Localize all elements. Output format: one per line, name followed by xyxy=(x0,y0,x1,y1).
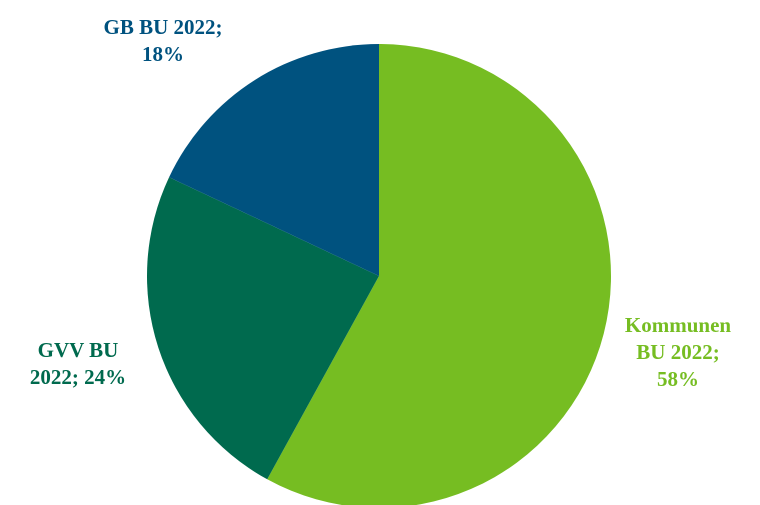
slice-label-kommunen: Kommunen BU 2022; 58% xyxy=(608,312,748,393)
slice-label-gb: GB BU 2022; 18% xyxy=(68,14,258,68)
pie-slice-gvv-bu-2022 xyxy=(147,177,379,480)
pie-slice-kommunen-bu-2022 xyxy=(267,44,611,505)
slice-label-gvv-line-1: GVV BU xyxy=(37,338,119,362)
slice-label-kommunen-line-3: 58% xyxy=(657,367,699,391)
slice-label-gvv: GVV BU 2022; 24% xyxy=(8,337,148,391)
slice-label-gb-line-2: 18% xyxy=(142,42,184,66)
slice-label-gvv-line-2: 2022; 24% xyxy=(29,365,127,389)
slice-label-gb-line-1: GB BU 2022; xyxy=(103,15,223,39)
pie-slice-gb-bu-2022 xyxy=(169,44,379,276)
slice-label-kommunen-line-2: BU 2022; xyxy=(636,340,720,364)
slice-label-kommunen-line-1: Kommunen xyxy=(624,313,732,337)
